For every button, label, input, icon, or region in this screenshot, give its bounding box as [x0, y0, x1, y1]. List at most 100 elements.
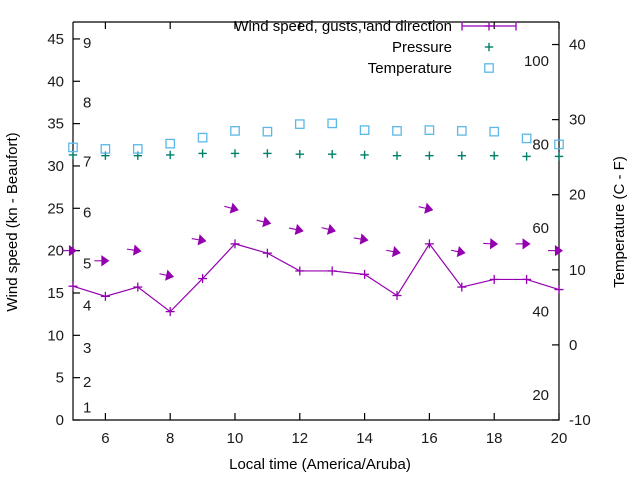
plot-frame [72, 22, 560, 421]
pressure-point [522, 152, 531, 161]
x-axis-title: Local time (America/Aruba) [229, 456, 411, 473]
arrow-head [456, 246, 466, 258]
wind-speed-point [489, 274, 499, 284]
ytick-label-right: -10 [569, 412, 591, 429]
temperature-point [68, 142, 78, 153]
fahrenheit-label: 20 [532, 387, 549, 404]
wind-gust-arrow [126, 244, 142, 256]
ytick-label-right: 30 [569, 112, 586, 129]
wind-speed-point [100, 291, 110, 301]
temperature-point [262, 126, 273, 137]
pressure-point [392, 151, 402, 160]
arrow-head [101, 255, 110, 267]
pressure-point [425, 151, 434, 160]
arrow-head [229, 202, 239, 214]
beaufort-label: 4 [83, 298, 91, 315]
ytick-label-left: 15 [47, 285, 64, 302]
arrow-shaft [126, 248, 135, 251]
ytick-label-right: 10 [569, 262, 586, 279]
wind-speed-point [424, 239, 434, 249]
wind-speed-point [360, 269, 370, 279]
xtick-label: 12 [291, 430, 308, 447]
wind-gust-arrow [256, 216, 272, 228]
temperature-point [424, 125, 435, 135]
temperature-point [521, 133, 532, 144]
wind-speed-point [457, 282, 467, 292]
beaufort-label: 9 [83, 35, 91, 52]
ytick-label-left: 25 [47, 200, 64, 217]
ytick-label-left: 35 [47, 116, 64, 133]
xtick-label: 10 [227, 430, 244, 447]
arrow-head [359, 233, 369, 245]
xtick-label: 6 [101, 430, 109, 447]
wind-speed-point [554, 285, 564, 295]
ytick-label-left: 0 [56, 412, 64, 429]
arrow-shaft [418, 206, 427, 209]
legend-label-2: Temperature [368, 60, 452, 77]
temperature-point [132, 144, 143, 154]
wind-gust-arrow [483, 238, 499, 250]
wind-gust-arrow [62, 244, 77, 257]
legend-sample-temperature [484, 63, 494, 73]
temperature-point [359, 125, 370, 135]
fahrenheit-label: 40 [532, 304, 549, 321]
legend-sample-pressure [484, 42, 494, 52]
wind-gust-arrow [94, 255, 110, 267]
temperature-point [294, 119, 305, 129]
pressure-point [166, 150, 175, 160]
legend-label-1: Pressure [392, 39, 452, 56]
beaufort-label: 3 [83, 340, 91, 357]
ytick-label-right: 0 [569, 337, 577, 354]
arrow-head [326, 223, 337, 235]
beaufort-label: 8 [83, 94, 91, 111]
arrow-head [391, 246, 401, 258]
beaufort-label: 2 [83, 374, 91, 391]
xtick-label: 14 [356, 430, 373, 447]
pressure-point [360, 150, 369, 160]
wind-gust-arrow [224, 202, 239, 214]
beaufort-label: 7 [83, 154, 91, 171]
arrow-head [424, 202, 434, 214]
wind-gust-arrow [418, 202, 434, 214]
beaufort-label: 1 [83, 399, 91, 416]
pressure-point [263, 149, 272, 158]
ytick-label-left: 5 [56, 370, 64, 387]
pressure-point [490, 151, 499, 160]
wind-speed-point [68, 281, 78, 291]
pressure-point [554, 152, 564, 161]
pressure-point [198, 149, 207, 158]
temperature-point [392, 126, 402, 136]
wind-gust-arrow [515, 238, 531, 250]
pressure-point [328, 149, 337, 159]
xtick-label: 8 [166, 430, 174, 447]
ytick-label-left: 30 [47, 158, 64, 175]
pressure-point [295, 149, 304, 159]
arrow-head [262, 216, 272, 228]
legend-label-0: Wind speed, gusts, and direction [234, 18, 452, 35]
ytick-label-right: 40 [569, 37, 586, 54]
wind-speed-point [262, 248, 272, 258]
wind-gust-arrow [191, 234, 207, 246]
arrow-shaft [321, 227, 329, 231]
arrow-shaft [256, 219, 265, 223]
legend-sample-wind [461, 21, 517, 31]
xtick-label: 18 [486, 430, 503, 447]
wind-speed-point [133, 282, 143, 292]
temperature-point [165, 138, 176, 149]
ytick-label-left: 10 [47, 327, 64, 344]
wind-speed-point [230, 239, 240, 249]
arrow-head [197, 234, 207, 246]
arrow-shaft [288, 227, 297, 231]
wind-gust-arrow [386, 246, 401, 258]
arrow-head [294, 223, 304, 236]
wind-speed-point [165, 307, 175, 317]
temperature-point [327, 118, 338, 129]
y-axis-title-right: Temperature (C - F) [611, 156, 628, 288]
wind-speed-point [392, 291, 402, 301]
temperature-point [100, 144, 111, 154]
temperature-point [230, 126, 240, 136]
beaufort-label: 6 [83, 205, 91, 222]
arrow-head [554, 244, 563, 257]
